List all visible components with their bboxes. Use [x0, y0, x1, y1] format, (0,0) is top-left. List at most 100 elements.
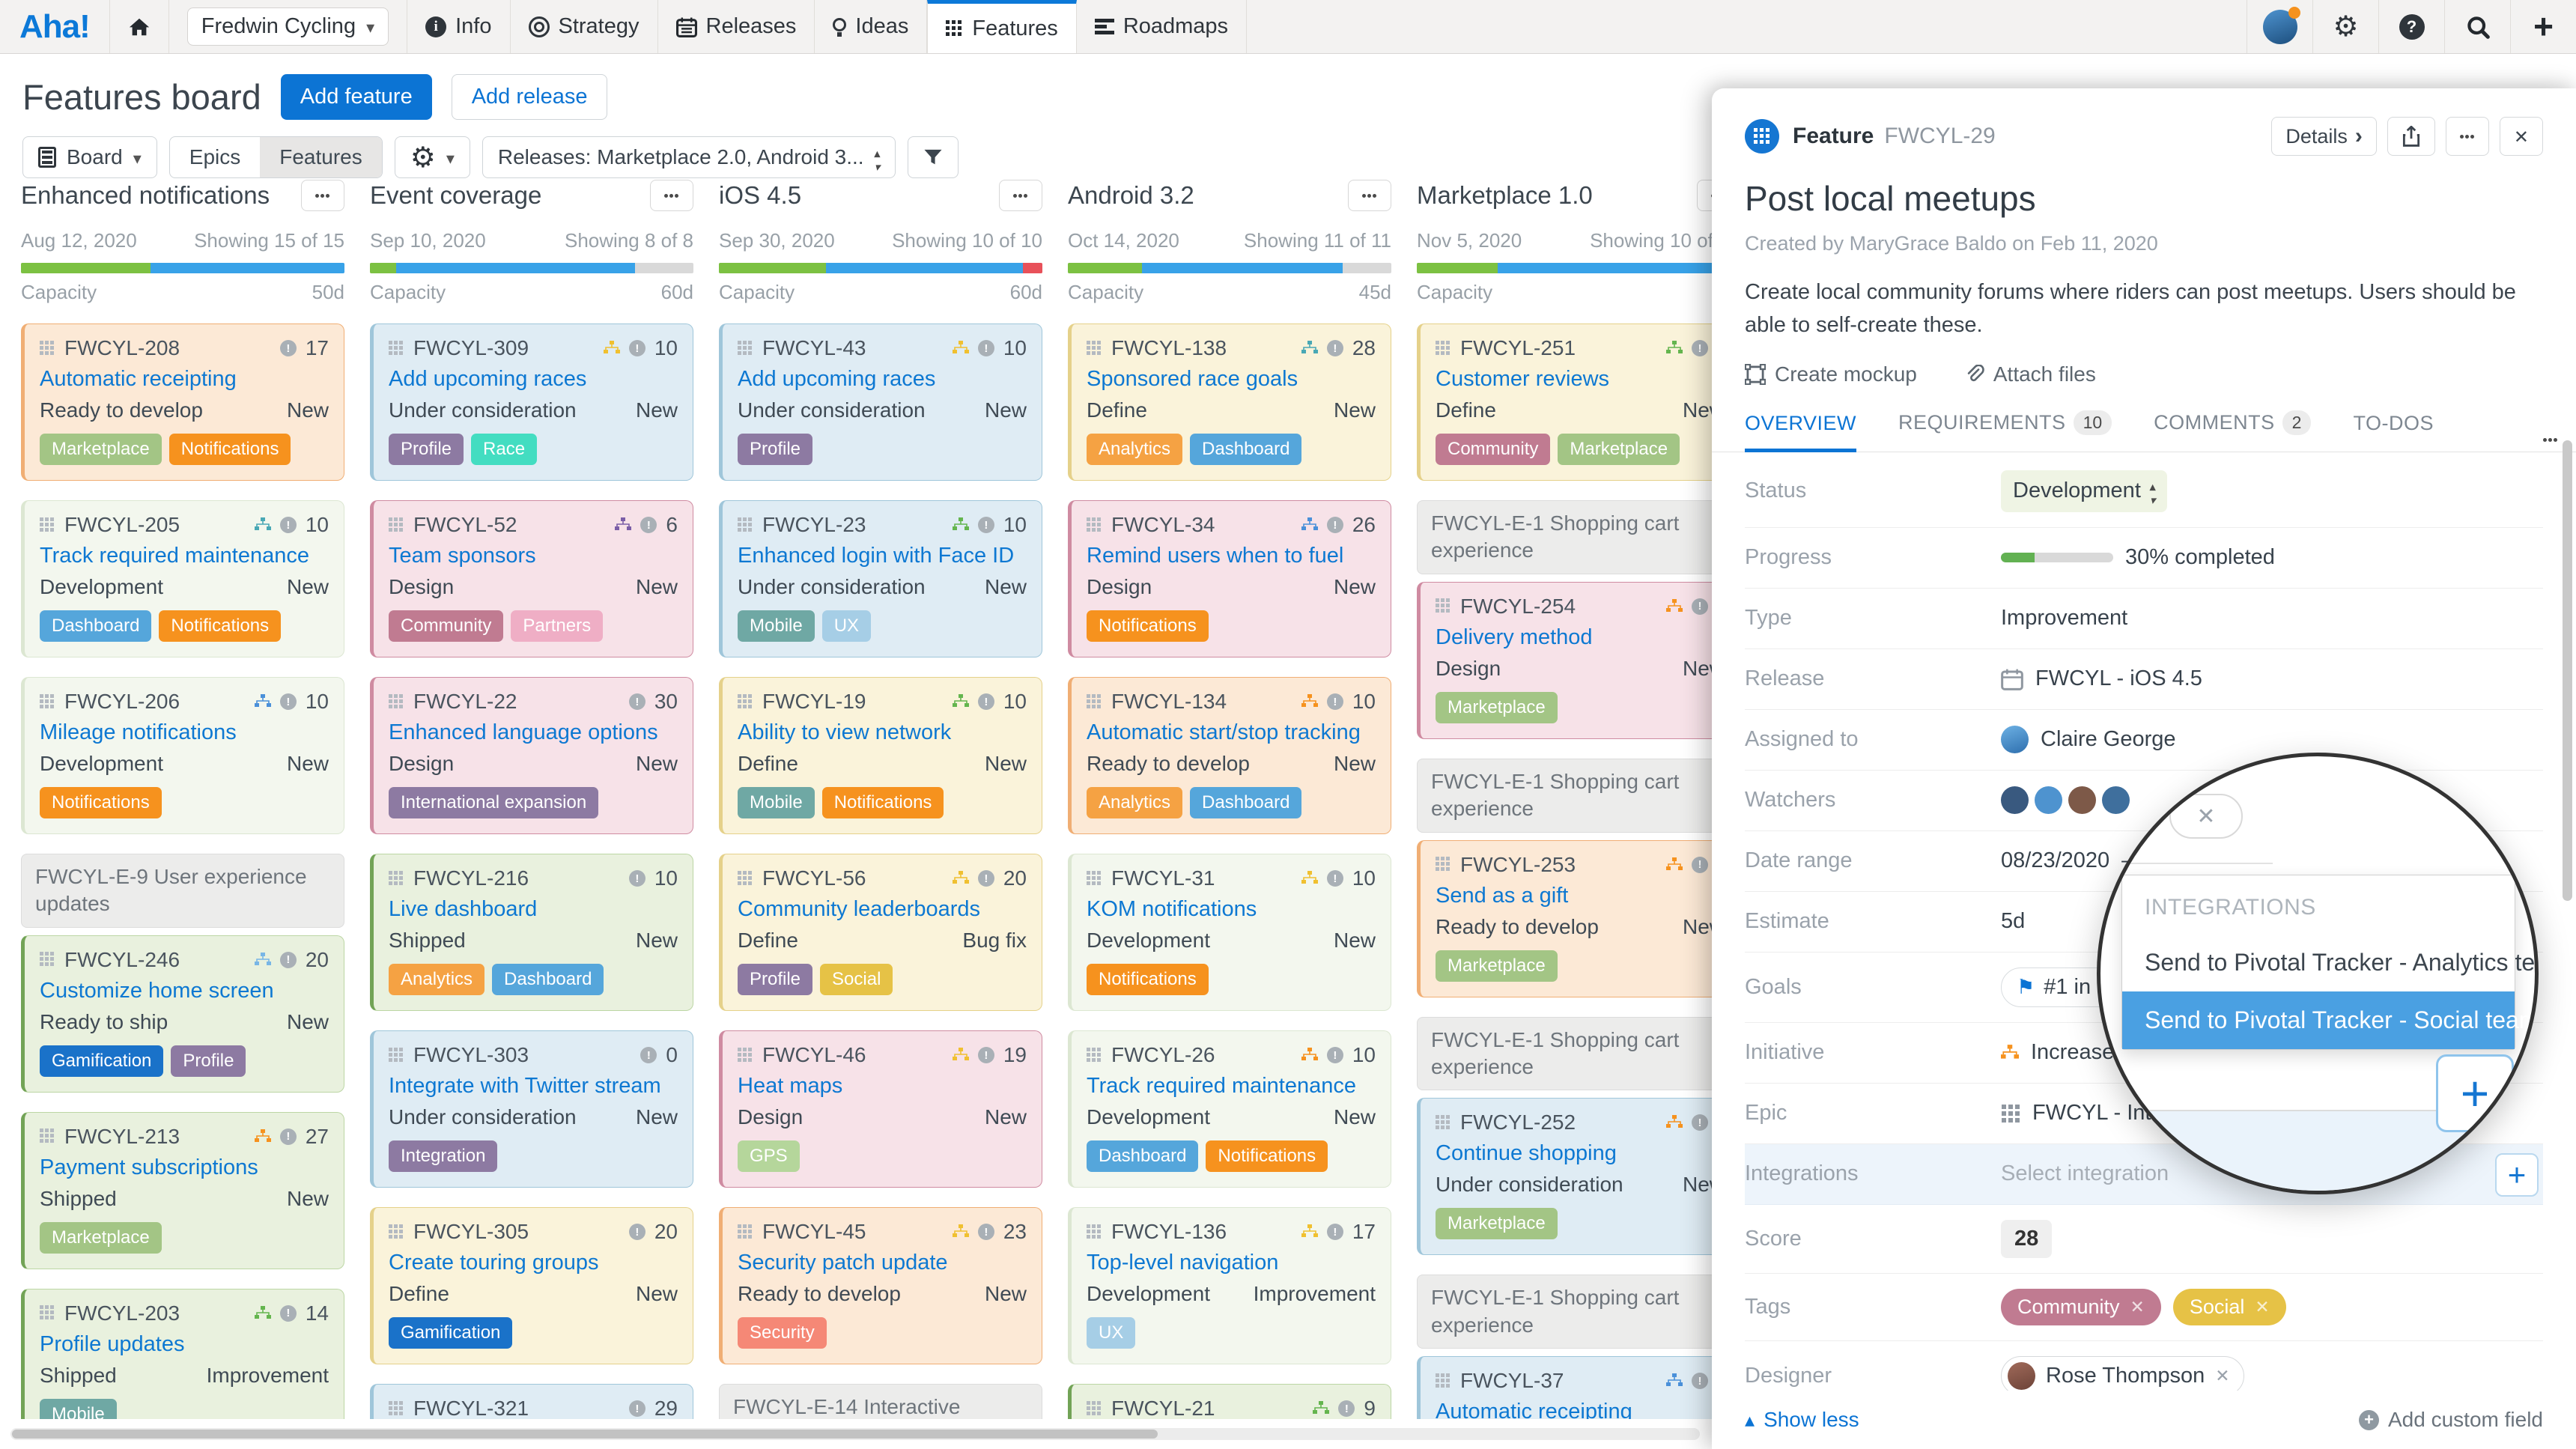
- scrollbar-thumb[interactable]: [12, 1430, 1158, 1439]
- feature-card[interactable]: FWCYL-203 14 Profile updates Shipped Imp…: [21, 1288, 344, 1419]
- nav-releases[interactable]: Releases: [658, 0, 815, 53]
- feature-card[interactable]: FWCYL-208 17 Automatic receipting Ready …: [21, 323, 344, 481]
- feature-link[interactable]: Payment subscriptions: [40, 1155, 258, 1179]
- feature-card[interactable]: FWCYL-309 10 Add upcoming races Under co…: [370, 323, 693, 481]
- settings-button[interactable]: [2312, 0, 2378, 53]
- tab-requirements[interactable]: REQUIREMENTS 10: [1898, 410, 2112, 452]
- remove-designer-icon[interactable]: ✕: [2215, 1365, 2230, 1385]
- add-feature-button[interactable]: Add feature: [280, 74, 432, 120]
- releases-filter-select[interactable]: Releases: Marketplace 2.0, Android 3...: [482, 136, 896, 178]
- feature-link[interactable]: Ability to view network: [738, 720, 952, 744]
- feature-card[interactable]: FWCYL-E-1 Shopping cart experience: [1417, 1016, 1740, 1091]
- feature-card[interactable]: FWCYL-305 20 Create touring groups Defin…: [370, 1207, 693, 1364]
- tab-overview[interactable]: OVERVIEW: [1745, 412, 1857, 452]
- tag-chip[interactable]: Social ✕: [2172, 1288, 2286, 1325]
- show-less-button[interactable]: Show less: [1745, 1408, 1859, 1432]
- feature-link[interactable]: Automatic receipting: [40, 367, 237, 391]
- feature-card[interactable]: FWCYL-252 Continue shopping Under consid…: [1417, 1098, 1740, 1256]
- feature-card[interactable]: FWCYL-216 10 Live dashboard Shipped New: [370, 854, 693, 1011]
- feature-link[interactable]: Enhanced language options: [389, 720, 658, 744]
- panel-scrollbar[interactable]: [2563, 440, 2572, 901]
- feature-card[interactable]: FWCYL-213 27 Payment subscriptions Shipp…: [21, 1111, 344, 1269]
- feature-card[interactable]: FWCYL-E-9 User experience updates: [21, 854, 344, 928]
- feature-card[interactable]: FWCYL-22 30 Enhanced language options De…: [370, 677, 693, 834]
- column-menu-button[interactable]: [301, 180, 344, 211]
- feature-link[interactable]: Customer reviews: [1436, 367, 1610, 391]
- tab-todos[interactable]: TO-DOS: [2353, 412, 2434, 434]
- feature-card[interactable]: FWCYL-246 20 Customize home screen Ready…: [21, 935, 344, 1093]
- more-actions-button[interactable]: [2445, 117, 2489, 156]
- feature-card[interactable]: FWCYL-134 10 Automatic start/stop tracki…: [1068, 677, 1391, 834]
- feature-link[interactable]: KOM notifications: [1087, 897, 1257, 921]
- workspace-switcher[interactable]: Fredwin Cycling: [169, 0, 408, 53]
- feature-link[interactable]: Top-level navigation: [1087, 1251, 1279, 1275]
- column-menu-button[interactable]: [650, 180, 693, 211]
- board-view-dropdown[interactable]: Board: [22, 136, 157, 178]
- feature-card[interactable]: FWCYL-23 10 Enhanced login with Face ID …: [719, 500, 1042, 657]
- feature-card[interactable]: FWCYL-45 23 Security patch update Ready …: [719, 1207, 1042, 1364]
- help-button[interactable]: [2378, 0, 2444, 53]
- date-start[interactable]: 08/23/2020: [2001, 848, 2110, 873]
- feature-card[interactable]: FWCYL-56 20 Community leaderboards Defin…: [719, 854, 1042, 1011]
- aha-logo[interactable]: Aha!: [0, 0, 110, 53]
- remove-tag-icon[interactable]: ✕: [2130, 1296, 2145, 1316]
- assignee-name[interactable]: Claire George: [2041, 727, 2176, 752]
- feature-link[interactable]: Automatic start/stop tracking: [1087, 720, 1361, 744]
- add-custom-field-button[interactable]: Add custom field: [2359, 1408, 2543, 1432]
- feature-card[interactable]: FWCYL-303 0 Integrate with Twitter strea…: [370, 1030, 693, 1188]
- nav-info[interactable]: Info: [407, 0, 511, 53]
- feature-link[interactable]: Enhanced login with Face ID: [738, 544, 1015, 568]
- feature-card[interactable]: FWCYL-19 10 Ability to view network Defi…: [719, 677, 1042, 834]
- create-mockup-button[interactable]: Create mockup: [1745, 362, 1917, 386]
- filter-button[interactable]: [908, 136, 959, 178]
- feature-card[interactable]: FWCYL-52 6 Team sponsors Design New: [370, 500, 693, 657]
- feature-link[interactable]: Integrate with Twitter stream: [389, 1074, 661, 1098]
- close-panel-button[interactable]: [2499, 117, 2543, 156]
- search-button[interactable]: [2444, 0, 2510, 53]
- feature-link[interactable]: Heat maps: [738, 1074, 843, 1098]
- feature-link[interactable]: Team sponsors: [389, 544, 536, 568]
- tag-chip[interactable]: Community ✕: [2001, 1288, 2161, 1325]
- user-menu[interactable]: [2247, 0, 2312, 53]
- feature-card[interactable]: FWCYL-E-14 Interactive mapping: [719, 1384, 1042, 1419]
- feature-link[interactable]: Send as a gift: [1436, 883, 1569, 908]
- feature-card[interactable]: FWCYL-253 Send as a gift Ready to develo…: [1417, 839, 1740, 997]
- board-settings-dropdown[interactable]: [394, 136, 470, 178]
- designer-chip[interactable]: Rose Thompson ✕: [2001, 1355, 2244, 1396]
- feature-link[interactable]: Live dashboard: [389, 897, 538, 921]
- feature-card[interactable]: FWCYL-37 Automatic receipting Under cons…: [1417, 1356, 1740, 1419]
- share-button[interactable]: [2387, 117, 2435, 156]
- feature-link[interactable]: Track required maintenance: [1087, 1074, 1356, 1098]
- feature-link[interactable]: Create touring groups: [389, 1251, 599, 1275]
- column-menu-button[interactable]: [1348, 180, 1391, 211]
- feature-card[interactable]: FWCYL-E-1 Shopping cart experience: [1417, 500, 1740, 574]
- horizontal-scrollbar[interactable]: [10, 1428, 1700, 1440]
- score-value[interactable]: 28: [2001, 1219, 2053, 1258]
- nav-ideas[interactable]: Ideas: [815, 0, 928, 53]
- feature-link[interactable]: Automatic receipting: [1436, 1400, 1632, 1419]
- feature-card[interactable]: FWCYL-21 9 Add upcoming races Ready to s…: [1068, 1384, 1391, 1419]
- remove-tag-icon[interactable]: ✕: [2255, 1296, 2270, 1316]
- release-link[interactable]: FWCYL - iOS 4.5: [2035, 666, 2202, 691]
- toggle-features[interactable]: Features: [260, 137, 382, 177]
- feature-card[interactable]: FWCYL-205 10 Track required maintenance …: [21, 500, 344, 657]
- nav-strategy[interactable]: Strategy: [511, 0, 658, 53]
- home-button[interactable]: [110, 0, 169, 53]
- feature-link[interactable]: Continue shopping: [1436, 1141, 1617, 1166]
- feature-link[interactable]: Track required maintenance: [40, 544, 309, 568]
- tab-comments[interactable]: COMMENTS 2: [2154, 410, 2312, 452]
- feature-card[interactable]: FWCYL-254 Delivery method Design New: [1417, 581, 1740, 739]
- status-select[interactable]: Development: [2001, 470, 2168, 512]
- feature-link[interactable]: Add upcoming races: [738, 367, 936, 391]
- feature-link[interactable]: Add upcoming races: [389, 367, 587, 391]
- feature-card[interactable]: FWCYL-43 10 Add upcoming races Under con…: [719, 323, 1042, 481]
- feature-link[interactable]: Remind users when to fuel: [1087, 544, 1344, 568]
- column-menu-button[interactable]: [999, 180, 1042, 211]
- feature-card[interactable]: FWCYL-34 26 Remind users when to fuel De…: [1068, 500, 1391, 657]
- feature-card[interactable]: FWCYL-206 10 Mileage notifications Devel…: [21, 677, 344, 834]
- nav-features[interactable]: Features: [927, 0, 1077, 53]
- feature-link[interactable]: Community leaderboards: [738, 897, 980, 921]
- add-button[interactable]: [2510, 0, 2576, 53]
- feature-card[interactable]: FWCYL-138 28 Sponsored race goals Define…: [1068, 323, 1391, 481]
- feature-card[interactable]: FWCYL-251 Customer reviews Define New: [1417, 323, 1740, 481]
